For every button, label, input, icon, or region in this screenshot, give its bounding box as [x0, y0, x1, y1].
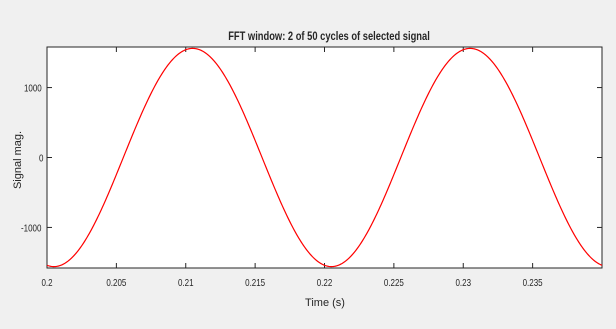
x-tick-label: 0.225: [384, 277, 404, 288]
x-tick-label: 0.215: [245, 277, 265, 288]
signal-line: [46, 47, 603, 268]
x-ticks: 0.2 0.205 0.21 0.215 0.22 0.225 0.23 0.235: [41, 47, 543, 288]
y-tick-label: 1000: [24, 83, 42, 94]
x-tick-label: 0.205: [106, 277, 126, 288]
y-tick-label: -1000: [21, 223, 41, 234]
y-axis-label: Signal mag.: [12, 131, 24, 189]
series-group: [46, 47, 603, 268]
x-axis-label: Time (s): [305, 297, 345, 309]
x-tick-label: 0.22: [317, 277, 333, 288]
y-ticks: -1000 0 1000: [21, 83, 602, 234]
plot-area: [46, 46, 603, 269]
y-tick-label: 0: [39, 153, 43, 164]
x-tick-label: 0.21: [178, 277, 194, 288]
chart-title: FFT window: 2 of 50 cycles of selected s…: [228, 30, 430, 43]
x-tick-label: 0.235: [523, 277, 543, 288]
x-tick-label: 0.2: [41, 277, 52, 288]
x-tick-label: 0.23: [455, 277, 471, 288]
